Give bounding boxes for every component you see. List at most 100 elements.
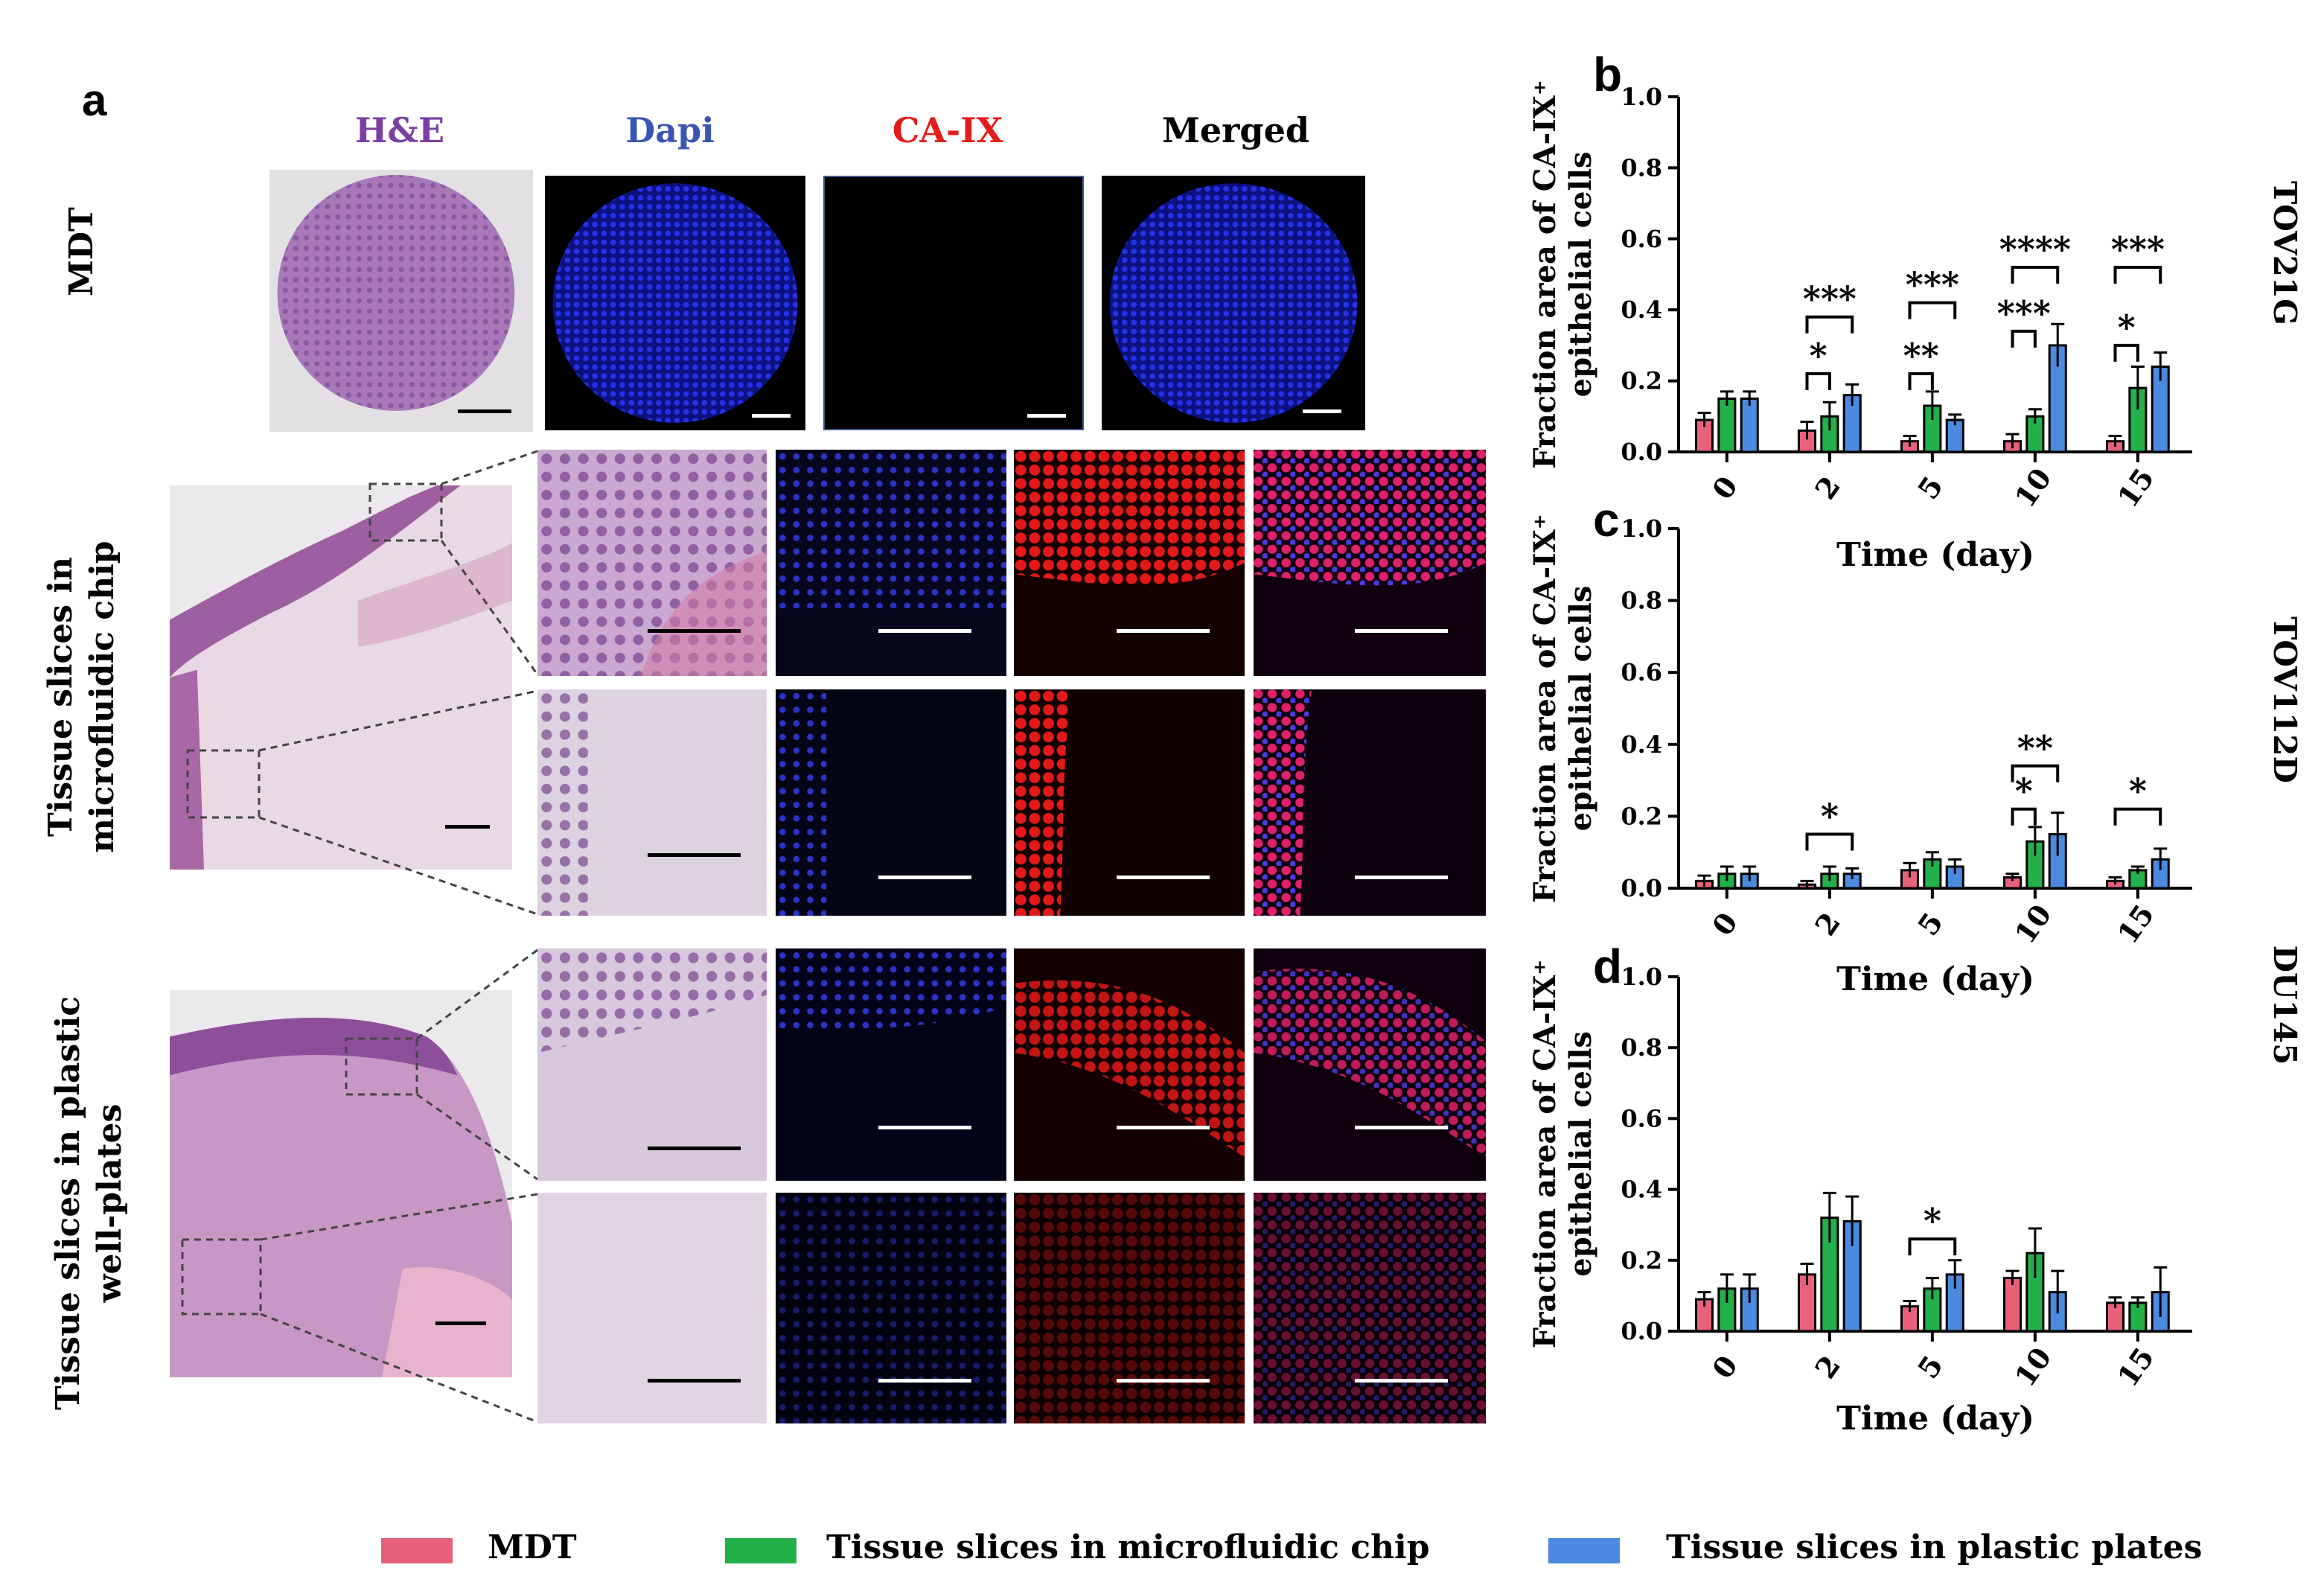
- y-tick-label: 1.0: [1621, 963, 1662, 991]
- x-tick-label: 10: [2008, 1341, 2058, 1392]
- y-tick-label: 1.0: [1621, 514, 1662, 543]
- plate-he-overview-image: [170, 990, 512, 1377]
- cell-line-label: TOV112D: [2267, 616, 2303, 783]
- chip-he-zoom-2-image: [537, 689, 767, 916]
- column-header-dapi: Dapi: [625, 110, 715, 150]
- chip-he-overview-image: [170, 485, 512, 870]
- bar: [2002, 1277, 2023, 1333]
- chart-b: 0.00.20.40.60.81.00 2 5 10 15***************…: [1527, 48, 2303, 574]
- significance-label: ****: [1999, 229, 2071, 270]
- row-label-chip: Tissue slices in microfluidic chip: [40, 473, 124, 920]
- y-axis-label: Fraction area of CA-IX⁺ epithelial cells: [1527, 80, 1598, 469]
- bar: [1740, 397, 1759, 453]
- legend-swatch-mdt: [381, 1538, 453, 1563]
- scalebar: [752, 414, 791, 418]
- scalebar: [435, 1321, 486, 1325]
- significance-bracket: [2011, 807, 2037, 826]
- x-axis-label: Time (day): [1836, 1400, 2034, 1438]
- panel-letter: c: [1593, 493, 1620, 546]
- significance-bracket: [1908, 1237, 1957, 1256]
- plate-dapi-1-image: [776, 948, 1006, 1181]
- x-tick-label: 0: [1705, 1349, 1744, 1384]
- cell-line-label: TOV21G: [2267, 181, 2303, 325]
- y-tick-label: 0.8: [1621, 587, 1662, 615]
- y-tick-label: 0.4: [1621, 1176, 1662, 1204]
- significance-bracket: [2011, 764, 2060, 782]
- chip-merged-1-image: [1254, 450, 1486, 676]
- y-axis-label-line: Fraction area of CA-IX⁺: [1527, 80, 1562, 469]
- scalebar: [648, 1147, 741, 1150]
- chip-caix-1-image: [1014, 450, 1245, 676]
- significance-label: *: [2129, 771, 2147, 811]
- chart-d: 0.0 0.2 0.4 0.6 0.8 1.0 0 2 5 10 15 * Time (day) Frac…: [1527, 940, 2303, 1438]
- y-axis-label-line: Fraction area of CA-IX⁺: [1527, 514, 1562, 903]
- plate-merged-2-image: [1254, 1193, 1486, 1423]
- chart-c: 0.00.20.40.60.81.00 2 5 10 15*****Time (day)…: [1527, 493, 2303, 998]
- scalebar: [1117, 1379, 1210, 1383]
- y-axis-label-line: epithelial cells: [1563, 586, 1598, 832]
- y-tick-label: 0.2: [1621, 802, 1662, 830]
- y-tick-label: 0.4: [1621, 296, 1662, 324]
- scalebar: [878, 629, 971, 633]
- scalebar: [1355, 876, 1448, 879]
- scalebar: [878, 1126, 971, 1129]
- scalebar: [648, 1379, 741, 1383]
- significance-label: *: [1924, 1201, 1941, 1241]
- significance-bracket: [1805, 832, 1854, 851]
- significance-label: ***: [2111, 229, 2165, 270]
- legend-label-chip: Tissue slices in microfluidic chip: [826, 1528, 1430, 1566]
- significance-label: ***: [1906, 265, 1959, 305]
- significance-label: **: [1903, 336, 1939, 376]
- scalebar: [1027, 414, 1066, 418]
- panel-letter: d: [1593, 940, 1622, 993]
- cell-line-label: DU145: [2267, 946, 2303, 1065]
- scalebar: [878, 876, 971, 879]
- row-label-mdt-line: MDT: [63, 207, 100, 296]
- mdt-dapi-image: [545, 176, 805, 430]
- scalebar: [1355, 1379, 1448, 1383]
- x-tick-label: 2: [1808, 1349, 1847, 1384]
- column-header-merged: Merged: [1161, 110, 1309, 150]
- y-tick-label: 0.2: [1621, 367, 1662, 395]
- panel-a-letter: a: [82, 75, 107, 125]
- significance-label: *: [1821, 797, 1839, 837]
- scalebar: [1117, 876, 1210, 879]
- chip-he-zoom-1-image: [537, 450, 767, 676]
- scalebar: [648, 853, 741, 857]
- significance-bracket: [2011, 265, 2060, 284]
- y-tick-label: 0.2: [1621, 1246, 1662, 1275]
- row-label-chip-line-2: microfluidic chip: [83, 541, 121, 853]
- legend-label-mdt: MDT: [488, 1528, 577, 1566]
- legend-swatch-plate: [1548, 1538, 1620, 1563]
- y-tick-label: 0.0: [1621, 1317, 1662, 1345]
- x-tick-label: 5: [1911, 1349, 1950, 1384]
- scalebar: [1303, 409, 1341, 413]
- scalebar: [1355, 629, 1448, 633]
- column-header-caix: CA-IX: [892, 110, 1003, 150]
- panel-letter: b: [1593, 48, 1622, 101]
- x-tick-label: 15: [2110, 1341, 2160, 1392]
- significance-bracket: [1805, 372, 1831, 391]
- significance-label: ***: [1803, 279, 1857, 319]
- mdt-he-image: [269, 170, 533, 432]
- y-axis-label: Fraction area of CA-IX⁺ epithelial cells: [1527, 960, 1598, 1349]
- plate-caix-2-image: [1014, 1193, 1245, 1423]
- plate-merged-1-image: [1254, 948, 1486, 1181]
- chip-dapi-2-image: [776, 689, 1006, 916]
- chip-caix-2-image: [1014, 689, 1245, 916]
- scalebar: [648, 629, 741, 633]
- plate-he-zoom-1-image: [537, 948, 767, 1181]
- significance-bracket: [2113, 343, 2139, 362]
- significance-bracket: [2113, 807, 2162, 826]
- mdt-merged-image: [1102, 176, 1365, 430]
- scalebar: [1355, 1126, 1448, 1129]
- mdt-caix-image: [823, 176, 1084, 430]
- y-tick-label: 0.0: [1621, 438, 1662, 466]
- y-axis-label-line: epithelial cells: [1563, 1031, 1598, 1277]
- significance-bracket: [1805, 315, 1854, 334]
- significance-bracket: [2011, 329, 2037, 348]
- significance-label: ***: [1997, 293, 2051, 334]
- y-tick-label: 1.0: [1621, 83, 1662, 111]
- significance-label: *: [2015, 771, 2033, 811]
- legend-swatch-chip: [725, 1538, 797, 1563]
